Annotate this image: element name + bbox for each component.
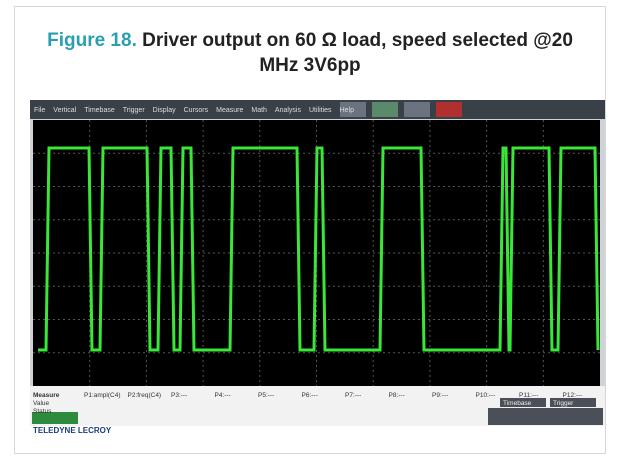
menu-item: Display: [153, 107, 176, 114]
measure-param: P5:---: [258, 392, 274, 399]
menu-item: Trigger: [123, 107, 146, 114]
measure-param: P1:ampl(C4): [84, 392, 120, 399]
panel-title: Timebase: [503, 400, 532, 407]
measure-header: Status: [33, 408, 52, 415]
measure-header: Value: [33, 400, 50, 407]
menu-item: Timebase: [84, 107, 115, 114]
toolbar-icon: [372, 102, 398, 117]
brand-logo: TELEDYNE LECROY: [33, 426, 112, 435]
timebase-box: [488, 408, 603, 425]
menu-item: Math: [251, 107, 267, 114]
measure-param: P12:---: [563, 392, 583, 399]
measure-param: P7:---: [345, 392, 361, 399]
menu-item: Measure: [216, 107, 243, 114]
measure-header: Measure: [33, 392, 60, 399]
page: Figure 18. Driver output on 60 Ω load, s…: [0, 0, 620, 459]
measure-param: P6:---: [302, 392, 318, 399]
panel-title: Trigger: [553, 400, 574, 407]
menu-item: File: [34, 107, 45, 114]
measure-param: P4:---: [215, 392, 231, 399]
scope-screenshot: File Vertical Timebase Trigger Display Cursor…: [0, 0, 620, 459]
menu-item: Utilities: [309, 107, 332, 114]
toolbar-icon: [404, 102, 430, 117]
measure-param: P8:---: [389, 392, 405, 399]
menu-item: Help: [340, 107, 355, 114]
measure-param: P3:---: [171, 392, 187, 399]
menu-item: Analysis: [275, 107, 302, 114]
measure-param: P11:---: [519, 392, 538, 399]
measure-param: P10:---: [476, 392, 496, 399]
measure-param: P2:freq(C4): [128, 392, 162, 399]
menu-item: Vertical: [53, 107, 76, 114]
toolbar-icon: [436, 102, 462, 117]
menu-item: Cursors: [184, 107, 209, 114]
measure-param: P9:---: [432, 392, 448, 399]
